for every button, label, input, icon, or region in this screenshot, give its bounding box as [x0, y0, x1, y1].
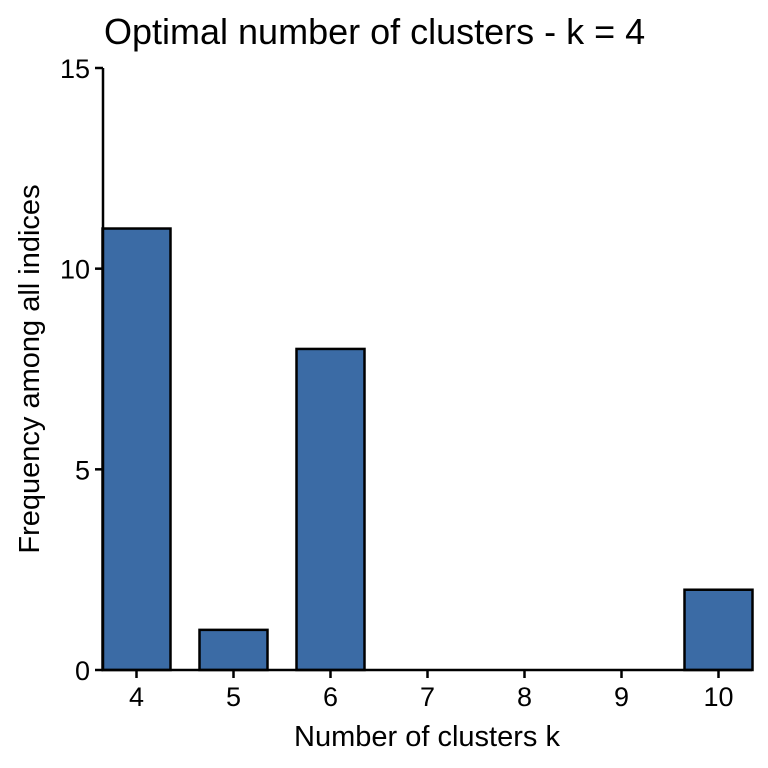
- x-tick-label-10: 10: [703, 682, 733, 712]
- y-tick-label-0: 0: [75, 656, 90, 686]
- x-tick-label-9: 9: [614, 682, 629, 712]
- y-ticks-layer: 0 5 10 15: [60, 54, 103, 686]
- x-axis-title: Number of clusters k: [294, 721, 560, 753]
- bar-6: [295, 347, 366, 672]
- x-tick-label-4: 4: [129, 682, 144, 712]
- x-tick-label-8: 8: [517, 682, 532, 712]
- bar-4: [101, 227, 172, 672]
- bar-5: [198, 628, 269, 672]
- x-tick-label-7: 7: [420, 682, 435, 712]
- x-tick-label-6: 6: [323, 682, 338, 712]
- y-tick-label-15: 15: [60, 54, 90, 84]
- y-tick-label-5: 5: [75, 455, 90, 485]
- y-tick-label-10: 10: [60, 255, 90, 285]
- bars-layer: [101, 227, 754, 672]
- y-axis-title: Frequency among all indices: [14, 184, 46, 553]
- x-tick-label-5: 5: [226, 682, 241, 712]
- chart-title: Optimal number of clusters - k = 4: [104, 11, 645, 52]
- bar-10: [683, 588, 754, 672]
- x-ticks-layer: 4 5 6 7 8 9 10: [129, 670, 734, 712]
